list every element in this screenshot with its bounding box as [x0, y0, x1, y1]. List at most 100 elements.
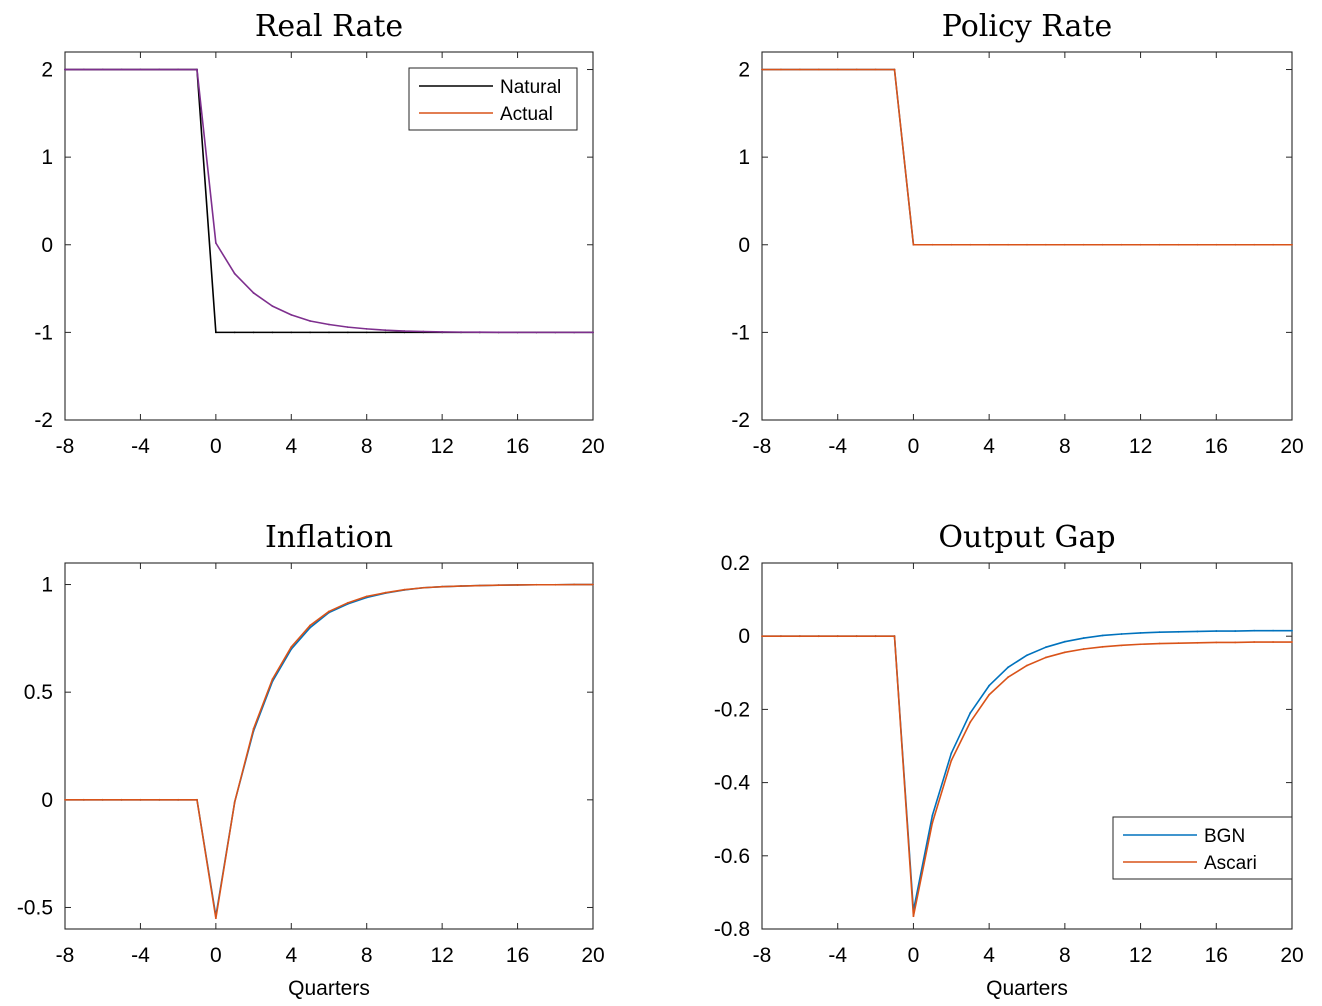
x-tick-label: 0 — [210, 944, 222, 967]
y-tick-label: 0 — [41, 234, 53, 257]
x-tick-label: 12 — [430, 944, 453, 967]
series-2-point — [1101, 243, 1104, 246]
x-tick-label: 0 — [908, 944, 920, 967]
series-2-point — [836, 68, 839, 71]
x-tick-label: -4 — [828, 944, 847, 967]
chart-title: Policy Rate — [942, 9, 1112, 44]
y-tick-label: 2 — [738, 59, 750, 82]
ascari-point — [1007, 676, 1009, 679]
bgn-point — [1139, 632, 1142, 634]
bgn-point — [1215, 630, 1218, 632]
series-2-point — [478, 584, 481, 587]
bgn-point — [969, 712, 972, 714]
y-tick-label: 0.5 — [24, 681, 53, 704]
series-2-point — [233, 801, 236, 803]
legend-label-bgn: BGN — [1204, 826, 1245, 847]
series-2-point — [365, 595, 368, 598]
y-tick-label: -2 — [731, 409, 750, 432]
series-2-point — [1063, 243, 1066, 246]
series-2-point — [309, 624, 312, 627]
x-tick-label: 8 — [1059, 435, 1071, 458]
series-2-point — [120, 798, 123, 801]
series-2-point — [950, 243, 953, 246]
y-tick-label: 1 — [41, 146, 53, 169]
x-tick-label: -8 — [56, 435, 75, 458]
x-tick-label: 20 — [581, 435, 604, 458]
legend-label-ascari: Ascari — [1204, 853, 1257, 874]
bgn-point — [988, 684, 991, 687]
legend: BGN Ascari — [1112, 816, 1293, 880]
x-tick-label: 12 — [1129, 435, 1152, 458]
x-tick-label: 12 — [1129, 944, 1152, 967]
series-2-point — [101, 798, 104, 801]
actual-point — [573, 331, 576, 334]
series-2-point — [403, 588, 406, 591]
series-2-point — [196, 798, 198, 801]
ascari-point — [912, 915, 915, 918]
series-2-point — [441, 585, 444, 588]
x-tick-label: 4 — [285, 944, 297, 967]
ascari-point — [1177, 642, 1180, 645]
x-tick-label: 20 — [581, 944, 604, 967]
series-2-point — [290, 646, 293, 648]
ascari-point — [1215, 641, 1218, 644]
real-rate-panel: Real Rate-8 -4 0 4 8 12 16 20-2-1012NaturalActu… — [34, 9, 604, 458]
actual-point — [346, 326, 349, 329]
bgn-point — [1120, 633, 1123, 635]
bgn-point — [1026, 654, 1028, 657]
actual-point — [365, 327, 368, 330]
ascari-point — [1120, 644, 1123, 647]
actual-point — [554, 331, 557, 334]
actual-point — [460, 331, 462, 334]
ascari-point — [836, 635, 839, 638]
series-2-point — [82, 798, 85, 801]
y-tick-label: -0.4 — [714, 772, 751, 795]
series-2-point — [1196, 243, 1199, 246]
series-2-point — [1158, 243, 1161, 246]
actual-point — [384, 329, 387, 332]
ascari-point — [950, 759, 953, 762]
natural-point — [384, 331, 387, 334]
actual-point — [516, 331, 519, 334]
bgn-point — [1253, 629, 1256, 632]
x-tick-label: 8 — [361, 944, 373, 967]
actual-point — [64, 68, 66, 71]
bgn-point — [1063, 640, 1066, 643]
x-tick-label: -4 — [131, 435, 150, 458]
x-tick-label: 16 — [506, 944, 529, 967]
x-tick-label: 4 — [983, 435, 995, 458]
bgn-point — [1007, 666, 1009, 669]
natural-point — [271, 331, 274, 334]
y-tick-label: 0.2 — [721, 552, 750, 575]
ascari-point — [855, 635, 858, 638]
actual-point — [403, 330, 406, 332]
y-tick-label: -0.2 — [714, 698, 750, 721]
actual-point — [441, 331, 444, 333]
actual-point — [158, 68, 161, 71]
series-2-point — [912, 243, 915, 246]
actual-point — [233, 272, 236, 275]
ascari-point — [1101, 645, 1104, 648]
legend-label-natural: Natural — [500, 77, 561, 98]
x-tick-label: 16 — [1205, 944, 1228, 967]
series-2-point — [988, 243, 991, 246]
legend: Natural Actual — [408, 67, 578, 131]
series-2-point — [535, 583, 538, 586]
bgn-point — [1234, 630, 1237, 632]
series-2-point — [177, 798, 180, 801]
y-tick-label: -0.8 — [714, 918, 750, 941]
ascari-point — [1291, 641, 1293, 643]
ascari-point — [1196, 641, 1199, 644]
ascari-point — [969, 721, 972, 724]
series-2-point — [384, 591, 387, 594]
series-2-point — [139, 798, 142, 801]
series-2-point — [1234, 243, 1237, 246]
x-tick-label: -8 — [753, 944, 772, 967]
ascari-point — [1045, 656, 1047, 659]
y-tick-label: -2 — [34, 409, 53, 432]
actual-point — [252, 292, 255, 294]
y-tick-label: 1 — [41, 574, 53, 597]
legend-label-actual: Actual — [500, 104, 553, 125]
